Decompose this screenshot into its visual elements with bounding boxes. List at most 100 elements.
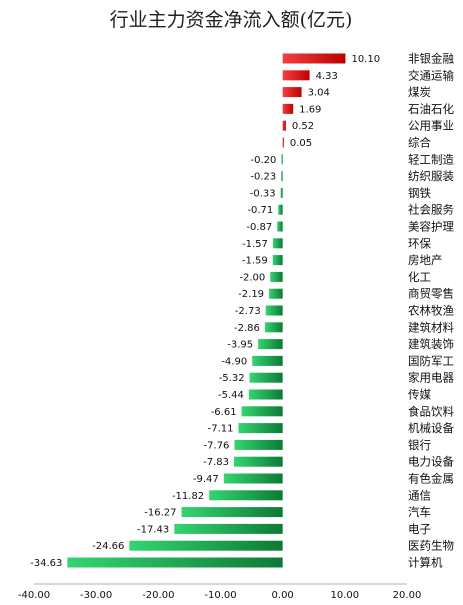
bar-银行 bbox=[234, 439, 283, 450]
category-label: 银行 bbox=[408, 438, 431, 452]
x-axis: -40.00 -30.00 -20.00 -10.00 0.00 10.00 20.00 bbox=[18, 590, 421, 601]
data-label: -0.20 bbox=[251, 155, 277, 166]
data-label: -17.43 bbox=[137, 524, 169, 535]
bar-农林牧渔 bbox=[265, 305, 283, 316]
data-label: -9.47 bbox=[193, 474, 219, 485]
data-label: -1.59 bbox=[242, 256, 268, 267]
data-label: -5.32 bbox=[219, 373, 245, 384]
bar-商贸零售 bbox=[269, 288, 283, 299]
data-label: 3.04 bbox=[308, 88, 330, 99]
bar-环保 bbox=[272, 238, 283, 249]
category-label: 房地产 bbox=[408, 253, 443, 267]
bar-美容护理 bbox=[277, 221, 283, 232]
category-label: 电子 bbox=[408, 522, 431, 536]
data-label: 10.10 bbox=[351, 54, 380, 65]
x-tick-label: -40.00 bbox=[18, 590, 50, 601]
bar-纺织服装 bbox=[281, 171, 283, 182]
category-label: 钢铁 bbox=[408, 186, 431, 200]
bar-煤炭 bbox=[282, 87, 302, 98]
category-label: 通信 bbox=[408, 488, 431, 502]
data-label: -24.66 bbox=[92, 541, 124, 552]
bar-计算机 bbox=[67, 557, 283, 568]
bar-食品饮料 bbox=[241, 406, 283, 417]
category-label: 石油石化 bbox=[408, 102, 454, 116]
data-label: -16.27 bbox=[144, 508, 176, 519]
x-tick-label: -30.00 bbox=[80, 590, 112, 601]
data-label: -0.23 bbox=[250, 172, 276, 183]
bar-电子 bbox=[174, 523, 283, 534]
bar-非银金融 bbox=[282, 53, 346, 64]
data-label: -7.76 bbox=[204, 440, 230, 451]
data-label: -0.71 bbox=[247, 205, 273, 216]
bar-传媒 bbox=[248, 389, 283, 400]
bar-化工 bbox=[270, 271, 283, 282]
data-label: -0.87 bbox=[246, 222, 272, 233]
bar-通信 bbox=[209, 490, 283, 501]
data-label: -6.61 bbox=[211, 407, 237, 418]
bar-钢铁 bbox=[280, 187, 283, 198]
category-label: 有色金属 bbox=[408, 472, 454, 486]
bar-交通运输 bbox=[282, 70, 310, 81]
category-label: 综合 bbox=[408, 136, 431, 150]
category-label: 计算机 bbox=[408, 556, 443, 570]
category-label: 美容护理 bbox=[408, 220, 454, 234]
data-label: -7.83 bbox=[203, 457, 229, 468]
category-label: 商贸零售 bbox=[408, 287, 454, 301]
data-label: -5.44 bbox=[218, 390, 244, 401]
bar-建筑材料 bbox=[264, 322, 283, 333]
category-label: 食品饮料 bbox=[408, 404, 454, 418]
category-label: 传媒 bbox=[408, 388, 431, 402]
data-label: -34.63 bbox=[30, 558, 62, 569]
data-label: -7.11 bbox=[208, 424, 234, 435]
data-label: 1.69 bbox=[299, 104, 321, 115]
bar-医药生物 bbox=[129, 540, 283, 551]
data-label: -2.19 bbox=[238, 289, 264, 300]
bar-社会服务 bbox=[278, 204, 283, 215]
chart-title: 行业主力资金净流入额(亿元) bbox=[110, 9, 353, 31]
category-label: 轻工制造 bbox=[408, 152, 454, 166]
category-label: 公用事业 bbox=[408, 119, 454, 133]
category-label: 机械设备 bbox=[408, 421, 454, 435]
bar-房地产 bbox=[272, 255, 283, 266]
category-label: 非银金融 bbox=[408, 52, 454, 66]
category-label: 环保 bbox=[408, 236, 431, 250]
data-label: -2.86 bbox=[234, 323, 260, 334]
category-label: 煤炭 bbox=[408, 85, 431, 99]
bar-轻工制造 bbox=[281, 154, 283, 165]
bar-石油石化 bbox=[282, 103, 294, 114]
bar-建筑装饰 bbox=[258, 339, 283, 350]
data-label: -3.95 bbox=[227, 340, 253, 351]
data-label: -4.90 bbox=[221, 356, 247, 367]
category-label: 建筑装饰 bbox=[408, 337, 454, 351]
category-label: 纺织服装 bbox=[408, 169, 454, 183]
category-label: 化工 bbox=[408, 270, 431, 284]
data-label: -11.82 bbox=[172, 491, 204, 502]
data-label: -2.73 bbox=[235, 306, 261, 317]
category-label: 汽车 bbox=[408, 505, 431, 519]
x-tick-label: -10.00 bbox=[204, 590, 236, 601]
category-label: 医药生物 bbox=[408, 539, 454, 553]
data-label: 4.33 bbox=[316, 71, 338, 82]
bar-家用电器 bbox=[249, 372, 283, 383]
category-label: 电力设备 bbox=[408, 455, 454, 469]
bar-综合 bbox=[282, 137, 284, 148]
bar-国防军工 bbox=[252, 355, 283, 366]
category-label: 家用电器 bbox=[408, 371, 454, 385]
category-label: 国防军工 bbox=[408, 354, 454, 368]
data-label: 0.52 bbox=[292, 121, 314, 132]
category-label: 交通运输 bbox=[408, 68, 454, 82]
data-label: 0.05 bbox=[290, 138, 312, 149]
bar-电力设备 bbox=[233, 456, 283, 467]
bar-机械设备 bbox=[238, 423, 283, 434]
x-tick-label: -20.00 bbox=[142, 590, 174, 601]
data-label: -2.00 bbox=[239, 272, 265, 283]
data-label: -0.33 bbox=[250, 188, 276, 199]
bar-汽车 bbox=[181, 507, 283, 518]
category-label: 建筑材料 bbox=[408, 320, 454, 334]
category-label: 社会服务 bbox=[408, 203, 454, 217]
category-label: 农林牧渔 bbox=[408, 304, 454, 318]
x-tick-label: 0.00 bbox=[272, 590, 294, 601]
bar-有色金属 bbox=[223, 473, 283, 484]
data-label: -1.57 bbox=[242, 239, 268, 250]
